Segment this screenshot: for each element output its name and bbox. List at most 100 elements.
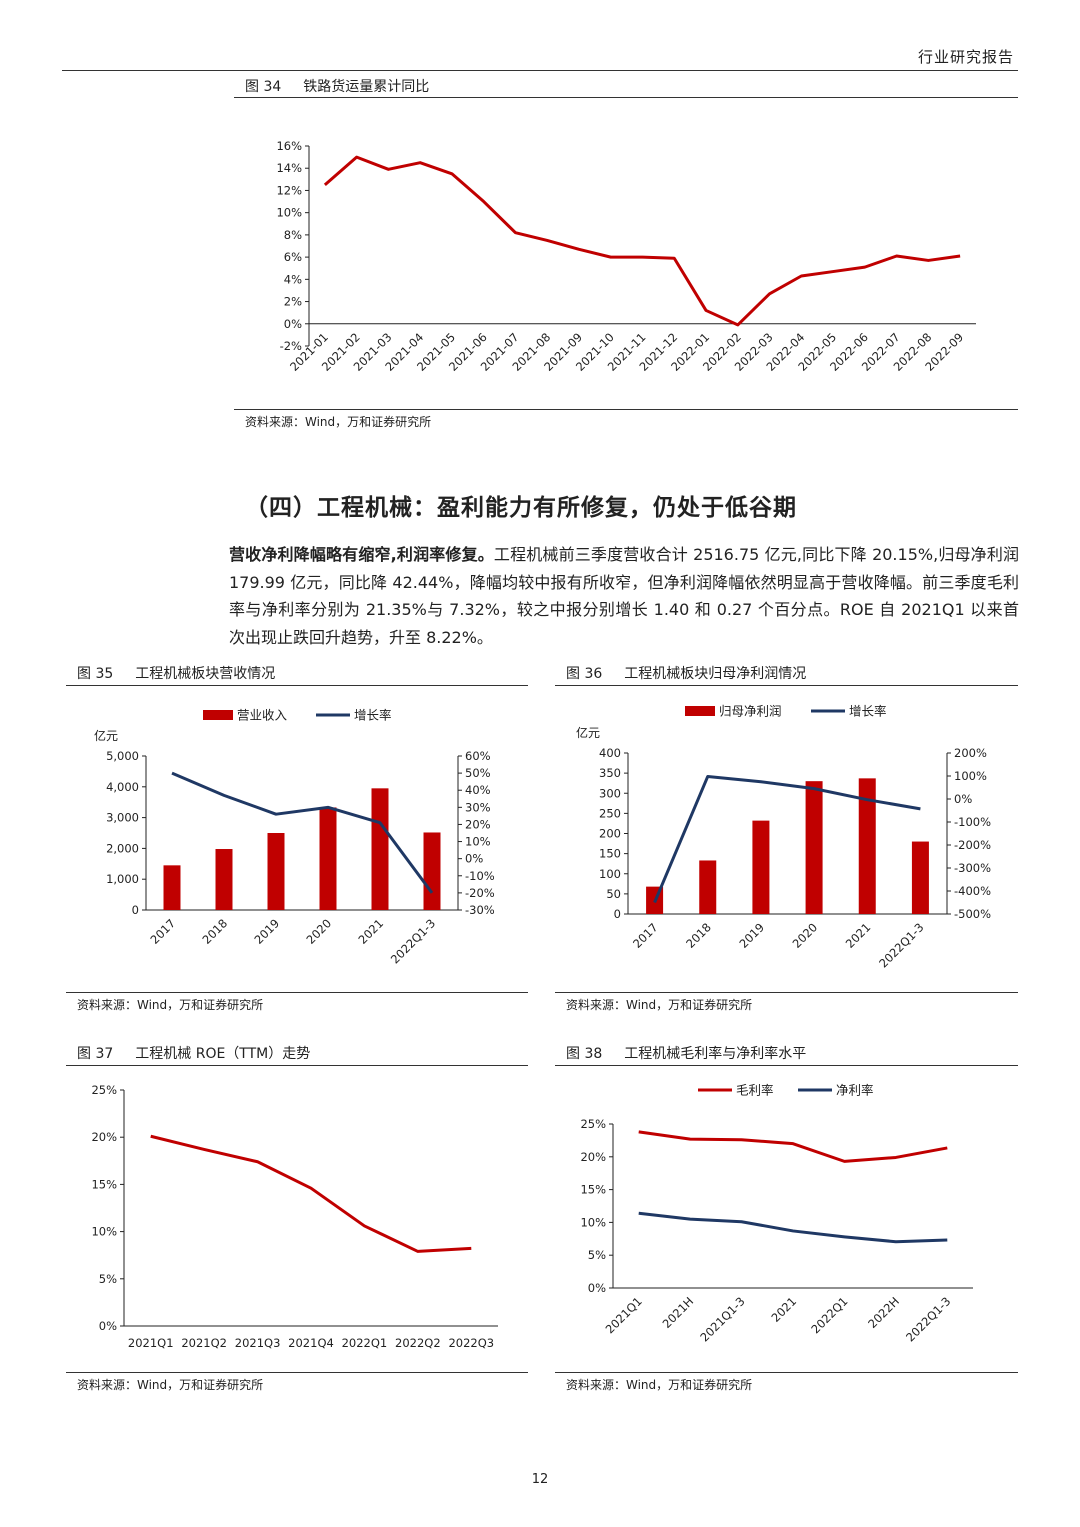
fig38-y-tick: 15%	[580, 1183, 606, 1197]
fig36-x-tick: 2022Q1-3	[876, 920, 926, 970]
fig36-y2-tick: 0%	[954, 792, 972, 806]
fig35-bar	[423, 832, 441, 910]
section-heading: （四）工程机械：盈利能力有所修复，仍处于低谷期	[245, 495, 797, 521]
fig35-unit-label: 亿元	[94, 728, 118, 743]
fig35-y2-tick: -20%	[465, 886, 495, 900]
document-type-header: 行业研究报告	[917, 48, 1014, 66]
fig36-legend-label: 归母净利润	[719, 704, 782, 719]
fig34-y-tick: -2%	[280, 339, 302, 353]
fig38-y-tick: 10%	[580, 1215, 606, 1229]
fig36-x-tick: 2017	[630, 920, 661, 951]
fig37-x-tick: 2022Q1	[342, 1336, 388, 1350]
fig36-bar	[911, 841, 929, 914]
fig35-x-tick: 2020	[304, 916, 335, 947]
fig35-y2-tick: -30%	[465, 903, 495, 917]
fig36-bar	[699, 860, 717, 914]
fig36-y-tick: 250	[599, 806, 621, 820]
fig37-y-tick: 10%	[91, 1225, 117, 1239]
fig35-bar	[371, 788, 389, 910]
fig38-x-tick: 2021Q1-3	[697, 1294, 747, 1344]
fig34-title: 图 34 铁路货运量累计同比	[245, 76, 429, 96]
fig38-legend-label: 净利率	[836, 1083, 874, 1098]
fig36-y2-tick: 100%	[954, 769, 987, 783]
fig35-title-text: 工程机械板块营收情况	[135, 666, 276, 682]
fig36-bar	[858, 778, 876, 914]
fig35-x-tick: 2018	[200, 916, 231, 947]
fig37-x-tick: 2021Q1	[128, 1336, 174, 1350]
fig37-top-rule	[66, 1065, 528, 1066]
fig38-y-tick: 5%	[588, 1248, 606, 1262]
fig36-bar	[752, 820, 770, 914]
fig37-x-tick: 2022Q2	[395, 1336, 441, 1350]
fig34-bottom-rule	[234, 409, 1018, 410]
fig36-y2-tick: 200%	[954, 746, 987, 760]
fig35-bottom-rule	[66, 992, 528, 993]
fig34-y-tick: 10%	[276, 206, 302, 220]
fig34-y-tick: 16%	[276, 139, 302, 153]
fig36-top-rule	[555, 685, 1018, 686]
fig35-y2-tick: 40%	[465, 783, 491, 797]
fig37-y-tick: 0%	[99, 1319, 117, 1333]
fig37-label: 图 37	[77, 1046, 114, 1062]
fig38-x-tick: 2022Q1-3	[903, 1294, 953, 1344]
fig36-x-tick: 2020	[790, 920, 821, 951]
fig35-y2-tick: 20%	[465, 817, 491, 831]
fig35-x-tick: 2022Q1-3	[388, 916, 438, 966]
fig37-source: 资料来源：Wind，万和证券研究所	[77, 1378, 264, 1392]
fig38-y-tick: 20%	[580, 1150, 606, 1164]
fig35-bar	[319, 807, 337, 910]
fig35-bar	[163, 865, 181, 910]
fig34-line	[323, 155, 961, 327]
fig35-y-tick: 4,000	[106, 780, 139, 794]
fig36-y-tick: 100	[599, 867, 621, 881]
fig38-line-gross-margin	[638, 1130, 948, 1163]
fig37-title: 图 37 工程机械 ROE（TTM）走势	[77, 1043, 310, 1063]
fig37-chart: 0% 5% 10% 15% 20% 25% 2021Q1 2021Q2 2021Q3 2021Q4…	[91, 1083, 498, 1350]
fig36-x-tick: 2018	[683, 920, 714, 951]
paragraph-body: 工程机械前三季度营收合计 2516.75 亿元,同比下降 20.15%,归母净利…	[229, 545, 1019, 647]
fig36-bar	[805, 781, 823, 914]
fig34-top-rule	[234, 97, 1018, 98]
fig36-label: 图 36	[566, 666, 603, 682]
fig35-top-rule	[66, 685, 528, 686]
fig35-y-tick: 0	[132, 903, 139, 917]
fig34-source: 资料来源：Wind，万和证券研究所	[245, 415, 432, 429]
fig36-y-tick: 350	[599, 766, 621, 780]
fig36-legend-swatch	[685, 706, 715, 716]
fig36-y-tick: 300	[599, 786, 621, 800]
fig36-unit-label: 亿元	[576, 725, 600, 740]
fig38-chart: 毛利率 净利率 0% 5% 10% 15% 20% 25% 2021Q1 2021H 2021Q1-…	[580, 1083, 973, 1345]
fig37-y-tick: 15%	[91, 1177, 117, 1191]
fig35-y2-tick: 10%	[465, 835, 491, 849]
fig36-y-tick: 150	[599, 847, 621, 861]
paragraph-lead: 营收净利降幅略有缩窄,利润率修复。	[229, 545, 494, 564]
fig38-y-tick: 25%	[580, 1117, 606, 1131]
fig35-legend-swatch	[203, 710, 233, 720]
fig36-y2-tick: -300%	[954, 861, 991, 875]
fig36-y2-tick: -500%	[954, 907, 991, 921]
fig36-x-tick: 2021	[843, 920, 874, 951]
fig35-bar	[267, 833, 285, 910]
fig38-x-tick: 2022Q1	[808, 1294, 850, 1336]
fig34-y-tick: 4%	[284, 272, 302, 286]
fig35-x-tick: 2021	[356, 916, 387, 947]
fig34-y-tick: 2%	[284, 295, 302, 309]
fig38-title: 图 38 工程机械毛利率与净利率水平	[566, 1043, 806, 1063]
body-paragraph: 营收净利降幅略有缩窄,利润率修复。工程机械前三季度营收合计 2516.75 亿元…	[229, 541, 1019, 651]
fig36-title: 图 36 工程机械板块归母净利润情况	[566, 663, 806, 683]
fig34-title-text: 铁路货运量累计同比	[303, 79, 430, 95]
fig35-y2-tick: 60%	[465, 749, 491, 763]
fig35-y2-tick: 30%	[465, 800, 491, 814]
fig35-y-tick: 5,000	[106, 749, 139, 763]
fig37-x-tick: 2021Q2	[181, 1336, 227, 1350]
fig37-x-tick: 2021Q4	[288, 1336, 334, 1350]
fig37-y-tick: 25%	[91, 1083, 117, 1097]
fig38-source: 资料来源：Wind，万和证券研究所	[566, 1378, 753, 1392]
fig37-y-tick: 5%	[99, 1272, 117, 1286]
fig38-title-text: 工程机械毛利率与净利率水平	[624, 1046, 807, 1062]
fig35-y-tick: 2,000	[106, 841, 139, 855]
fig36-y2-tick: -200%	[954, 838, 991, 852]
fig36-growth-line	[653, 774, 921, 904]
fig35-bar	[215, 849, 233, 910]
